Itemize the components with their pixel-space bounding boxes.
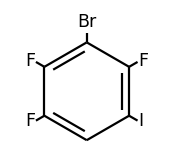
Text: I: I: [139, 112, 144, 130]
Text: F: F: [25, 112, 35, 130]
Text: F: F: [25, 52, 35, 70]
Text: F: F: [139, 52, 149, 70]
Text: Br: Br: [77, 13, 96, 31]
